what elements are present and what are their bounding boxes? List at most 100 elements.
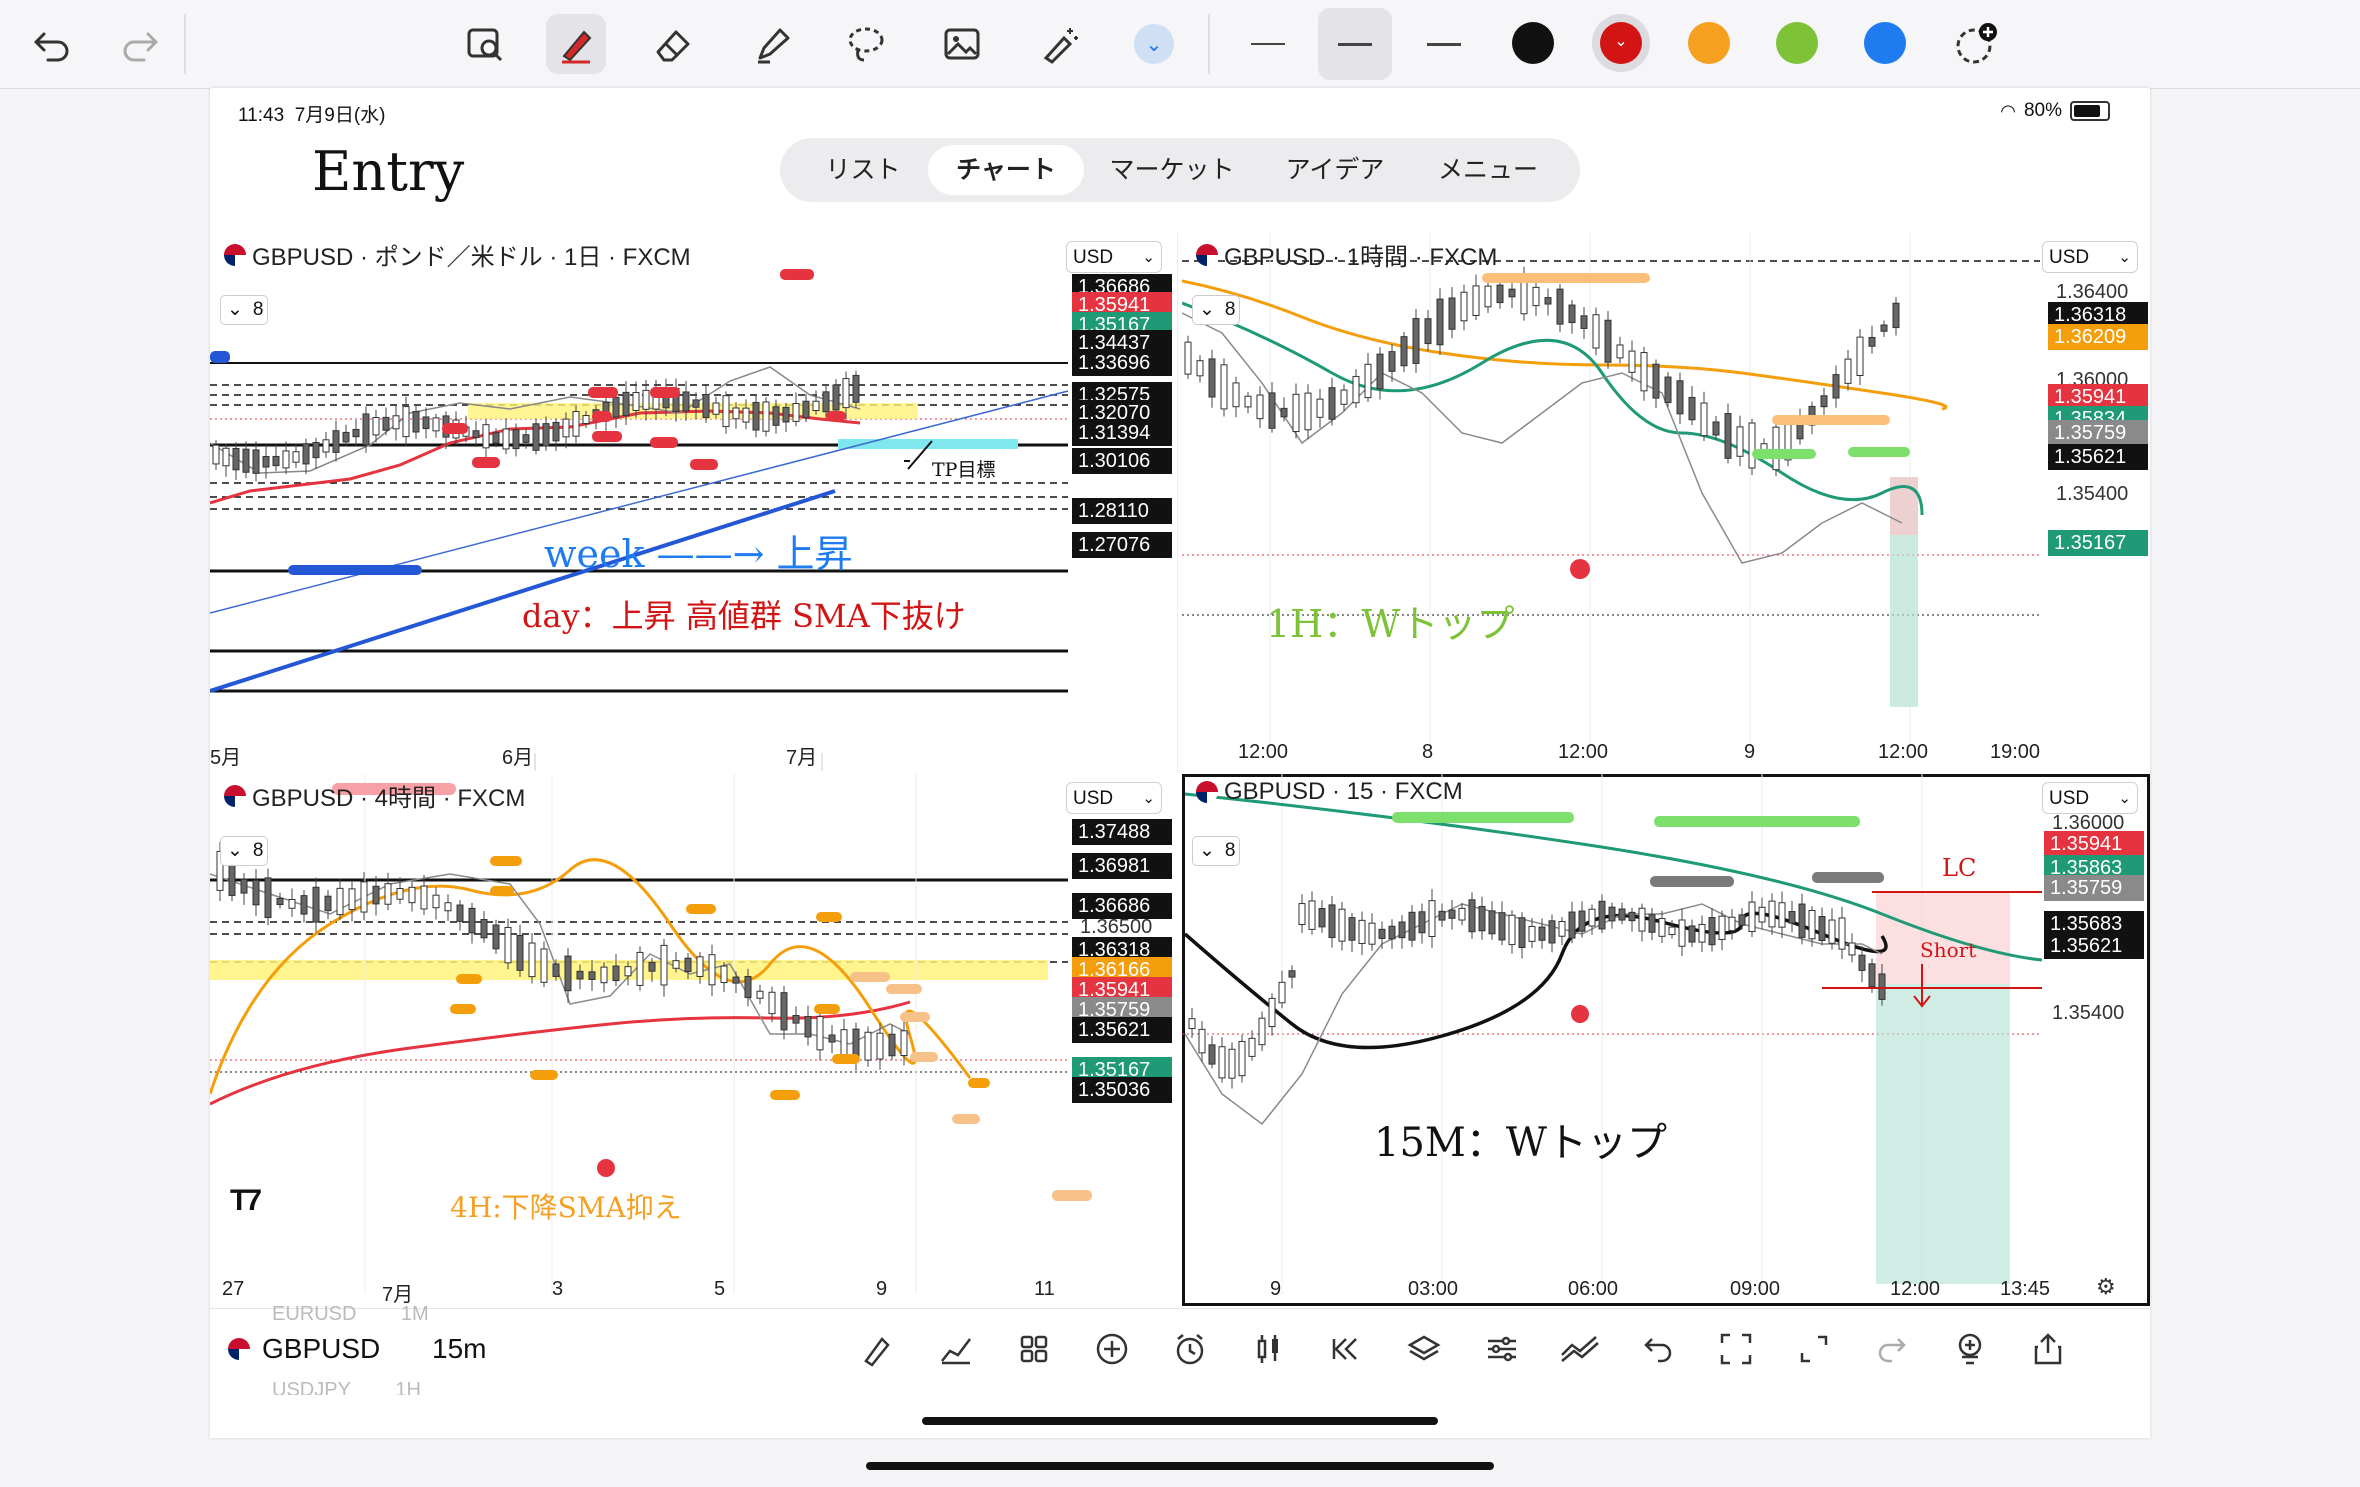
candle-body — [1808, 909, 1816, 940]
drawing-tool-icon[interactable] — [856, 1327, 900, 1371]
candlestick-icon[interactable] — [1246, 1327, 1290, 1371]
eraser-icon[interactable] — [642, 14, 702, 74]
chart-4h-layers[interactable]: ⌄ 8 — [220, 836, 268, 866]
layers-icon[interactable] — [1402, 1327, 1446, 1371]
candle-body — [1728, 916, 1736, 932]
color-green[interactable] — [1776, 22, 1818, 64]
tab-ideas[interactable]: アイデア — [1285, 156, 1385, 184]
chart-1h-layers[interactable]: ⌄ 8 — [1192, 295, 1240, 325]
candle-body — [1400, 336, 1408, 367]
pen-tool-icon[interactable] — [546, 14, 606, 74]
gbp-flag-icon — [224, 243, 246, 266]
price-tag: 1.35683 — [2044, 911, 2144, 937]
markup-toolbar: ⌄ ⌄ — [0, 0, 2360, 89]
home-indicator — [866, 1462, 1494, 1470]
candle-body — [324, 895, 332, 912]
candle-body — [1858, 954, 1866, 971]
candle-body — [832, 384, 840, 411]
layout-grid-icon[interactable] — [1012, 1327, 1056, 1371]
chevron-down-icon: ⌄ — [2118, 790, 2131, 807]
color-blue[interactable] — [1864, 22, 1906, 64]
x-label: 7月 — [382, 1284, 414, 1306]
candle-body — [1268, 997, 1276, 1028]
thick-stroke-icon[interactable] — [1414, 14, 1474, 74]
candle-body — [1478, 905, 1486, 932]
chart-1h-currency[interactable]: USD ⌄ — [2042, 241, 2138, 273]
select-area-icon[interactable] — [1714, 1327, 1758, 1371]
chart-4h[interactable]: T7 GBPUSD · 4時間 · FXCM USD ⌄ ⌄ 8 1.37488 1.… — [210, 774, 1178, 1306]
chevron-down-icon[interactable]: ⌄ — [1124, 14, 1184, 74]
lasso-icon[interactable] — [836, 14, 896, 74]
indicators-icon[interactable] — [934, 1327, 978, 1371]
undo-icon[interactable] — [22, 14, 82, 74]
add-alert-icon[interactable] — [1948, 1327, 1992, 1371]
candle-body — [1724, 413, 1732, 459]
add-color-icon[interactable] — [1946, 14, 2006, 74]
candle-body — [840, 1029, 848, 1056]
chart-daily[interactable]: GBPUSD · ポンド／米ドル · 1日 · FXCM USD ⌄ ⌄ 8 1.3… — [210, 233, 1178, 771]
color-red-selected[interactable]: ⌄ — [1592, 14, 1650, 72]
candle-body — [812, 400, 820, 412]
candle-body — [642, 389, 650, 410]
x-label: 5 — [714, 1278, 726, 1300]
note-lc: LC — [1942, 854, 1977, 882]
redo-icon[interactable] — [110, 14, 170, 74]
magic-pen-icon[interactable] — [1030, 14, 1090, 74]
alarm-icon[interactable] — [1168, 1327, 1212, 1371]
medium-stroke-icon[interactable] — [1318, 8, 1392, 80]
chart-15m[interactable]: GBPUSD · 15 · FXCM USD ⌄ ⌄ 8 1.36000 1.3594… — [1182, 774, 2150, 1306]
chart-15m-currency[interactable]: USD ⌄ — [2042, 782, 2138, 814]
price-tag: 1.36500 — [1080, 916, 1153, 938]
candle-body — [752, 401, 760, 431]
image-icon[interactable] — [932, 14, 992, 74]
candle-body — [702, 393, 710, 419]
tab-list[interactable]: リスト — [825, 156, 901, 184]
chevron-down-icon: ⌄ — [1199, 840, 1215, 861]
candle-body — [1588, 908, 1596, 927]
symbol-selector[interactable]: GBPUSD 15m — [228, 1333, 486, 1365]
candle-body — [384, 883, 392, 905]
share-icon[interactable] — [2026, 1327, 2070, 1371]
candle-body — [552, 421, 560, 442]
chart-daily-title: GBPUSD · ポンド／米ドル · 1日 · FXCM — [224, 237, 691, 272]
chart-daily-layers[interactable]: ⌄ 8 — [220, 295, 268, 325]
chart-4h-currency[interactable]: USD ⌄ — [1066, 782, 1162, 814]
candle-body — [444, 902, 452, 912]
candle-body — [402, 406, 410, 438]
candle-body — [762, 401, 770, 432]
x-label: 09:00 — [1730, 1278, 1781, 1300]
candle-body — [1328, 387, 1336, 420]
color-orange[interactable] — [1688, 22, 1730, 64]
candle-body — [828, 1034, 836, 1043]
chart-1h[interactable]: GBPUSD · 1時間 · FXCM USD ⌄ ⌄ 8 1.36400 1.363… — [1182, 233, 2150, 771]
settings-icon[interactable]: ⚙ — [2096, 1274, 2116, 1299]
candle-body — [780, 992, 788, 1031]
price-tag: 1.28110 — [1072, 498, 1172, 524]
candle-body — [1604, 319, 1612, 363]
tab-menu[interactable]: メニュー — [1437, 156, 1538, 184]
replay-icon[interactable] — [1324, 1327, 1368, 1371]
chart-15m-layers[interactable]: ⌄ 8 — [1192, 836, 1240, 866]
candle-body — [1758, 906, 1766, 923]
candle-body — [612, 396, 620, 418]
undo-icon[interactable] — [1636, 1327, 1680, 1371]
candle-body — [528, 942, 536, 978]
candle-body — [504, 927, 512, 964]
add-icon[interactable] — [1090, 1327, 1134, 1371]
timeframe-value[interactable]: 15m — [432, 1333, 487, 1364]
candle-body — [222, 447, 230, 467]
chart-daily-currency[interactable]: USD ⌄ — [1066, 241, 1162, 273]
candle-body — [582, 415, 590, 425]
tab-market[interactable]: マーケット — [1109, 156, 1235, 184]
tab-chart[interactable]: チャート — [928, 145, 1084, 195]
highlighter-icon[interactable] — [742, 14, 802, 74]
candle-body — [302, 443, 310, 465]
thin-stroke-icon[interactable] — [1238, 14, 1298, 74]
image-search-icon[interactable] — [455, 14, 515, 74]
candle-body — [272, 455, 280, 467]
color-black[interactable] — [1512, 22, 1554, 64]
settings-sliders-icon[interactable] — [1480, 1327, 1524, 1371]
redo-icon[interactable] — [1870, 1327, 1914, 1371]
compare-icon[interactable] — [1558, 1327, 1602, 1371]
fullscreen-icon[interactable] — [1792, 1327, 1836, 1371]
